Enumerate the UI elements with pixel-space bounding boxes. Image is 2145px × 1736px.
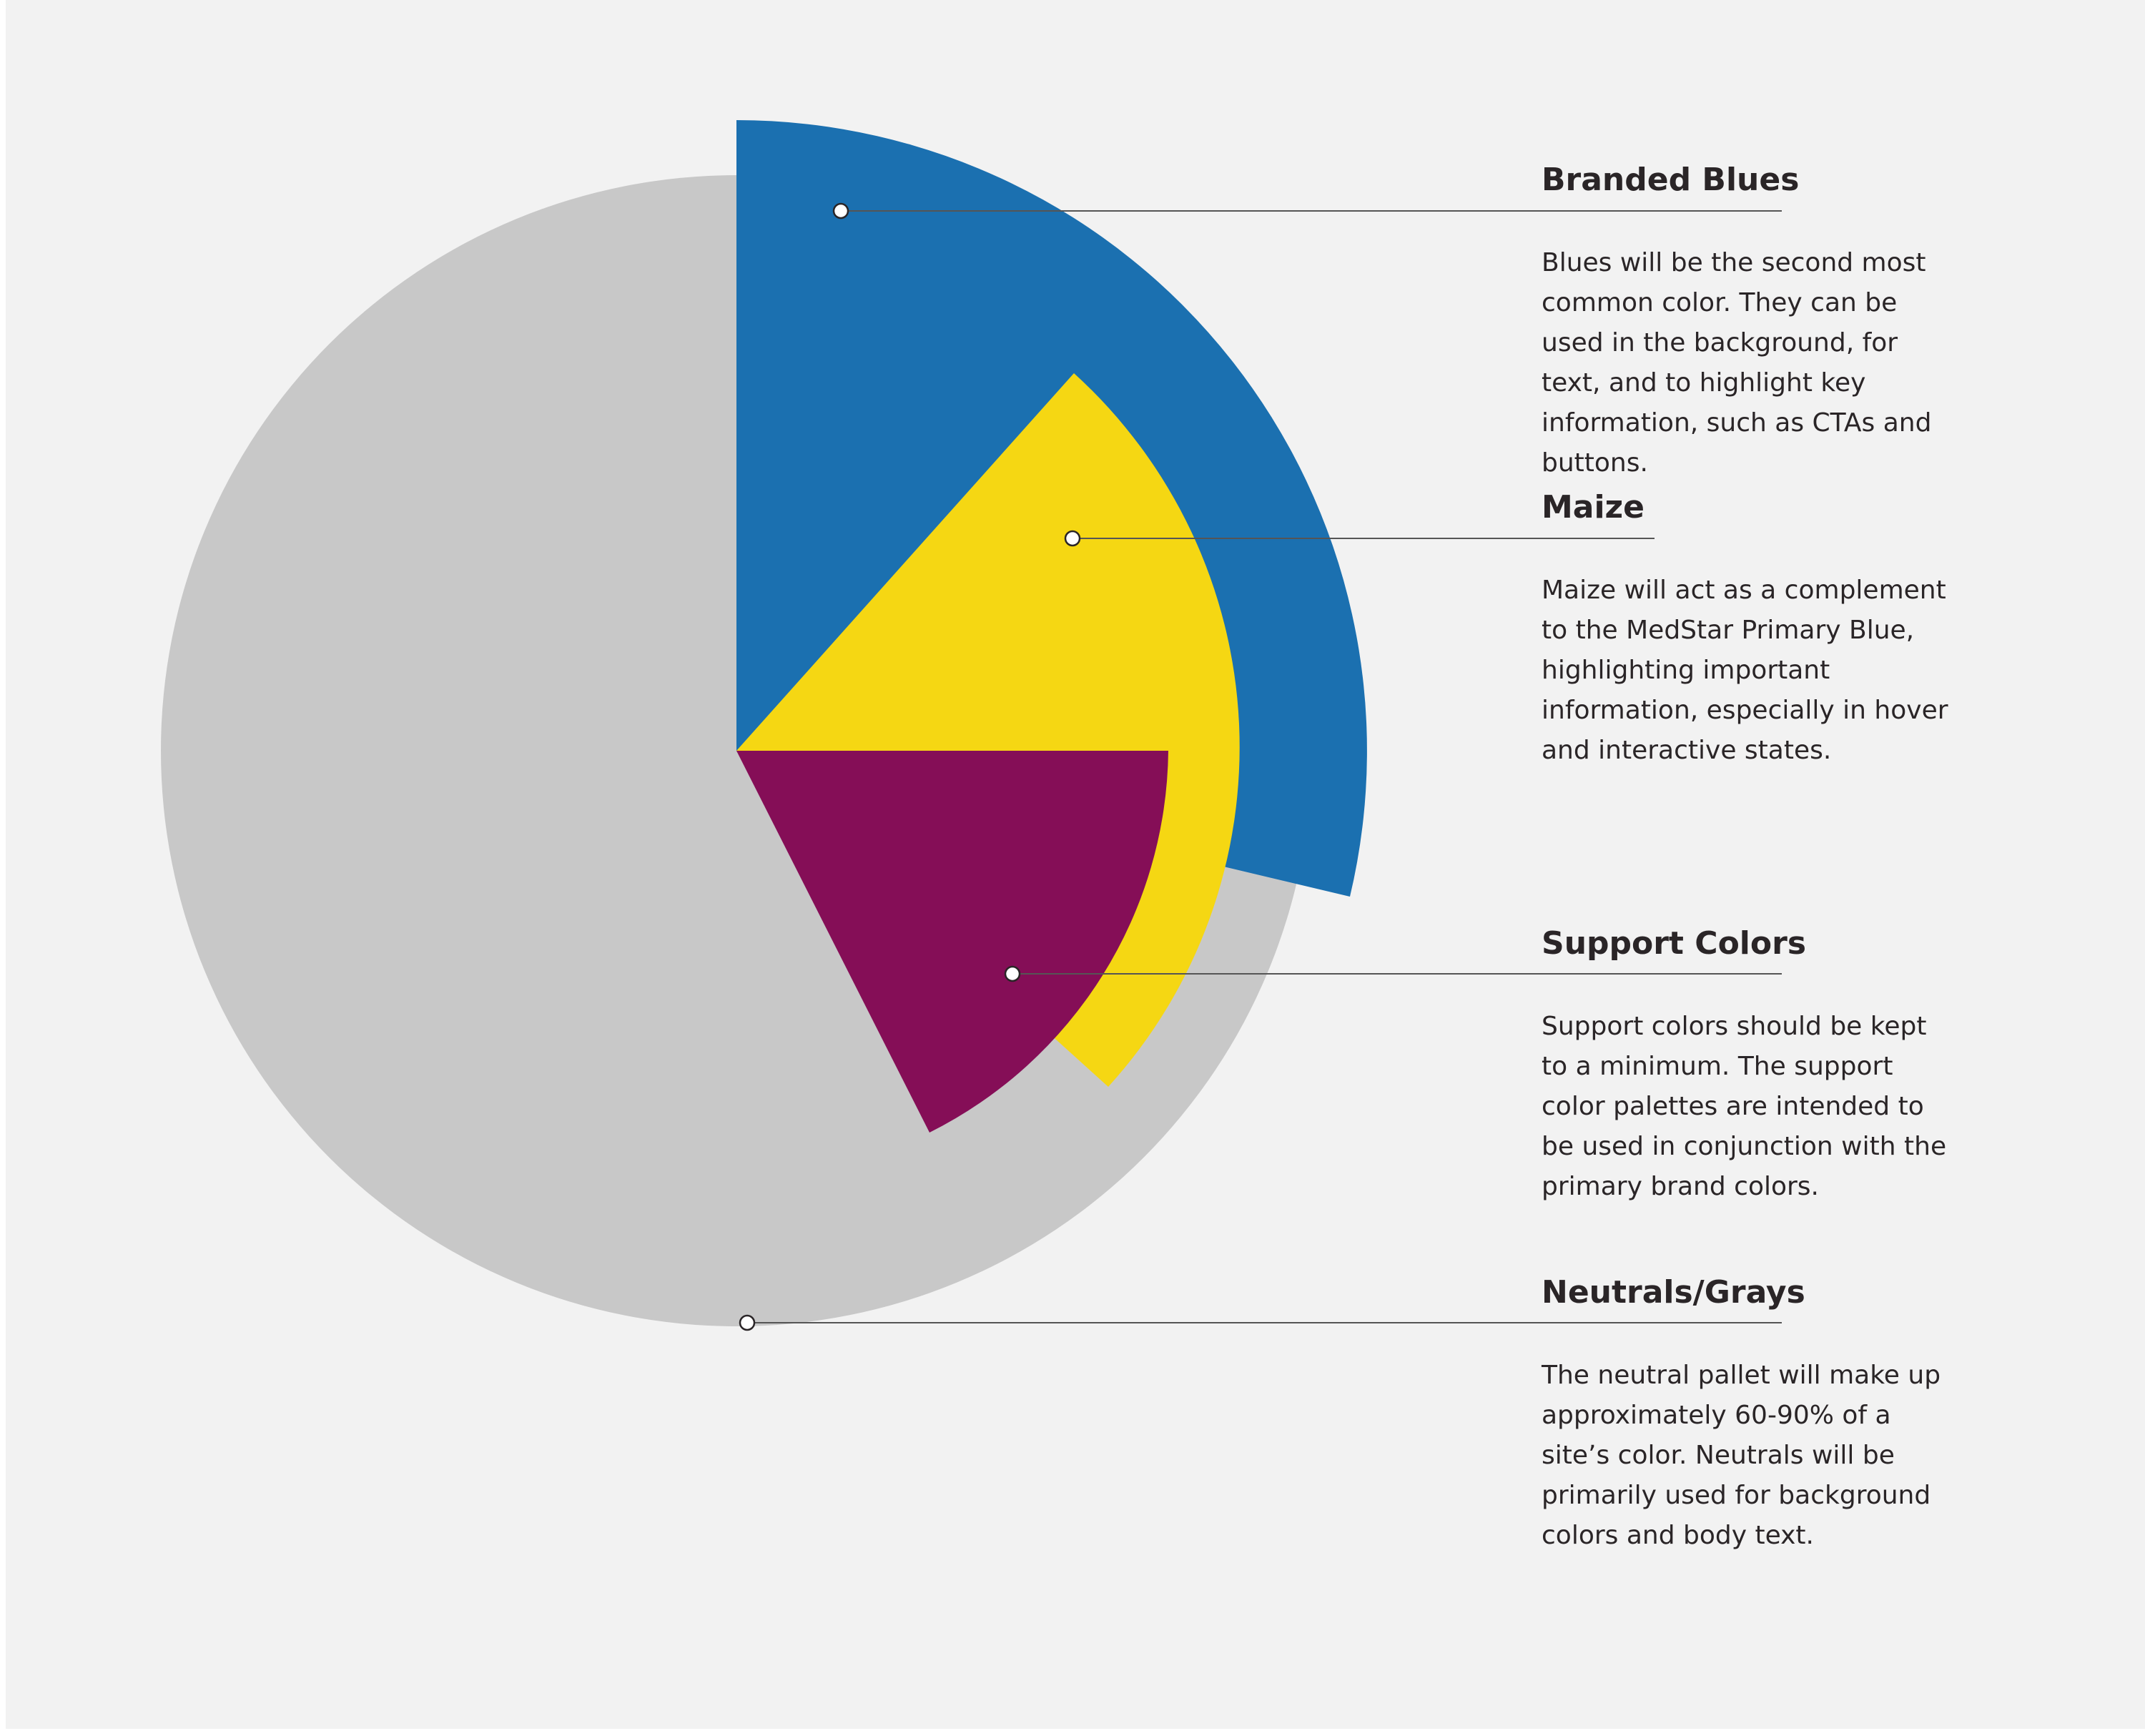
branded-blues-marker-dot: [832, 202, 849, 220]
support-colors-sector: [736, 751, 1168, 1133]
support-colors-marker-dot: [1004, 965, 1021, 982]
legend-title: Support Colors: [1542, 925, 1807, 962]
legend-branded-blues: Branded Blues Blues will be the second m…: [1542, 160, 1971, 483]
legend-title: Branded Blues: [1542, 162, 1800, 198]
neutrals-grays-marker-dot: [739, 1314, 756, 1331]
legend-support-colors: Support Colors Support colors should be …: [1542, 924, 1971, 1207]
legend-description: Blues will be the second most common col…: [1542, 248, 1932, 478]
legend-title: Neutrals/Grays: [1542, 1274, 1805, 1311]
legend-description: Maize will act as a complement to the Me…: [1542, 576, 1948, 765]
legend-description: The neutral pallet will make up approxim…: [1542, 1361, 1941, 1550]
legend-title: Maize: [1542, 489, 1645, 526]
maize-marker-dot: [1064, 530, 1081, 547]
legend-neutrals-grays: Neutrals/Grays The neutral pallet will m…: [1542, 1273, 1971, 1556]
legend-description: Support colors should be kept to a minim…: [1542, 1012, 1947, 1201]
legend-maize: Maize Maize will act as a complement to …: [1542, 488, 1971, 771]
